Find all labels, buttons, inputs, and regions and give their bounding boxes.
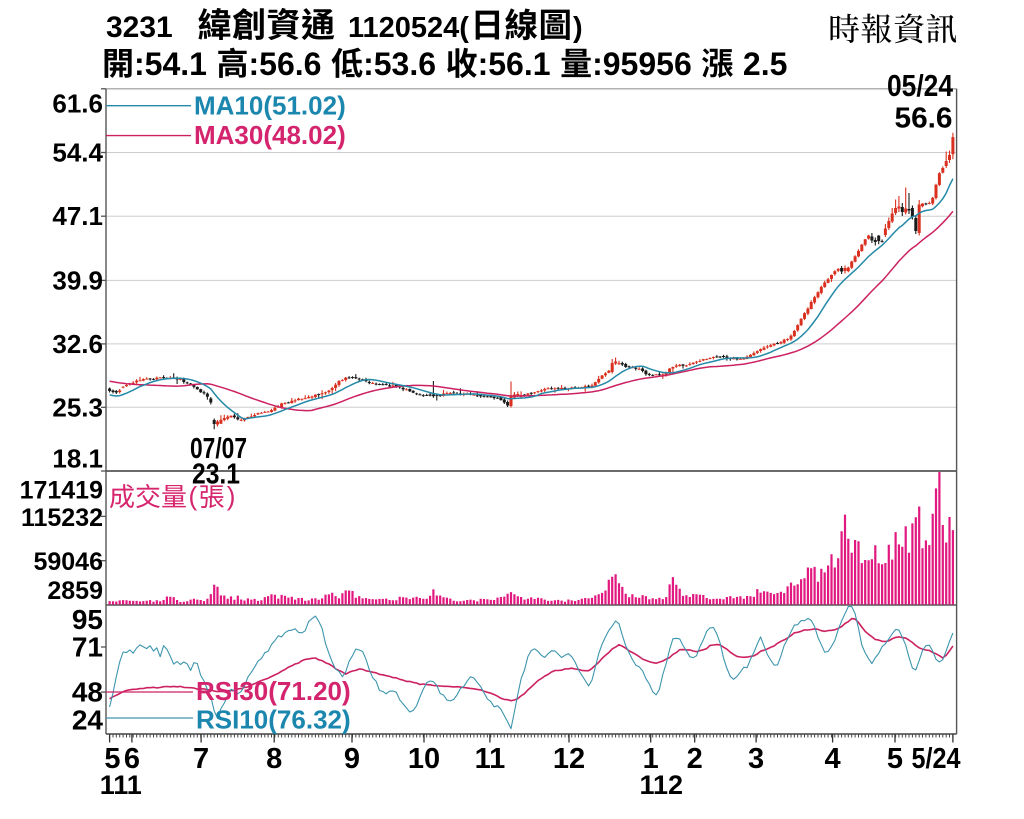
svg-text:54.4: 54.4 [52, 137, 103, 167]
svg-text:56.6: 56.6 [895, 103, 953, 135]
svg-text:61.6: 61.6 [52, 89, 103, 119]
svg-text::54.1: :54.1 [134, 46, 207, 82]
svg-text:48: 48 [72, 677, 103, 708]
svg-text::95956: :95956 [592, 46, 692, 82]
svg-text:3: 3 [748, 743, 764, 775]
svg-text:7: 7 [193, 743, 209, 775]
svg-text:1120524(: 1120524( [348, 12, 469, 44]
svg-text:4: 4 [825, 743, 841, 775]
svg-text::53.6: :53.6 [363, 46, 436, 82]
svg-text:MA30(48.02): MA30(48.02) [194, 120, 346, 150]
svg-text:25.3: 25.3 [52, 392, 103, 422]
svg-text:5: 5 [104, 743, 120, 775]
svg-text:): ) [227, 481, 236, 511]
svg-text:): ) [573, 12, 583, 44]
svg-text:115232: 115232 [21, 504, 103, 532]
svg-text:(: ( [189, 481, 198, 511]
svg-text:18.1: 18.1 [52, 443, 103, 473]
svg-text:2859: 2859 [47, 577, 103, 605]
svg-text:05/24: 05/24 [887, 68, 954, 103]
svg-text::56.1: :56.1 [478, 46, 551, 82]
svg-text:RSI30(71.20): RSI30(71.20) [196, 676, 351, 706]
svg-text:2.5: 2.5 [743, 46, 787, 82]
svg-text:12: 12 [553, 743, 585, 775]
svg-text:112: 112 [640, 770, 684, 800]
svg-text::56.6: :56.6 [249, 46, 322, 82]
svg-text:8: 8 [266, 743, 282, 775]
svg-text:07/07: 07/07 [190, 433, 247, 465]
svg-text:95: 95 [72, 604, 103, 635]
svg-text:3231: 3231 [106, 11, 173, 44]
svg-text:5/24: 5/24 [912, 743, 961, 775]
svg-text:171419: 171419 [20, 477, 103, 505]
svg-text:111: 111 [100, 770, 142, 800]
svg-text:10: 10 [408, 743, 440, 775]
svg-text:47.1: 47.1 [52, 201, 103, 231]
svg-text:59046: 59046 [33, 548, 103, 576]
svg-text:9: 9 [344, 743, 360, 775]
svg-text:6: 6 [124, 743, 140, 775]
svg-text:2: 2 [687, 743, 703, 775]
svg-text:MA10(51.02): MA10(51.02) [194, 91, 346, 121]
svg-text:5: 5 [887, 743, 903, 775]
svg-text:24: 24 [72, 705, 104, 736]
svg-text:1: 1 [643, 743, 659, 775]
svg-text:32.6: 32.6 [52, 329, 103, 359]
svg-text:11: 11 [475, 743, 506, 775]
svg-text:71: 71 [72, 632, 103, 663]
svg-text:23.1: 23.1 [192, 459, 240, 491]
svg-text:39.9: 39.9 [52, 265, 103, 295]
svg-text:RSI10(76.32): RSI10(76.32) [196, 705, 351, 735]
